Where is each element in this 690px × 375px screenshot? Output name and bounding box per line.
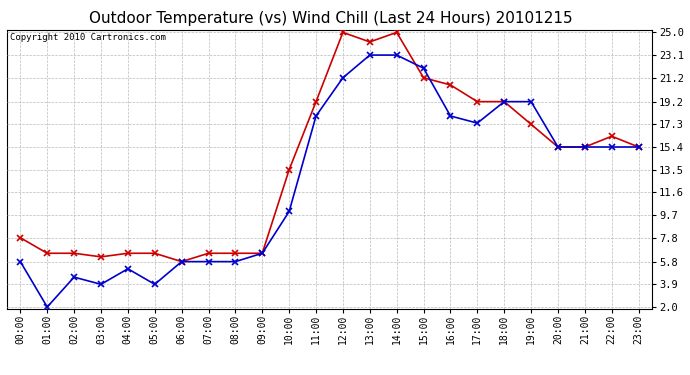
Text: Outdoor Temperature (vs) Wind Chill (Last 24 Hours) 20101215: Outdoor Temperature (vs) Wind Chill (Las…: [90, 11, 573, 26]
Text: Copyright 2010 Cartronics.com: Copyright 2010 Cartronics.com: [10, 33, 166, 42]
